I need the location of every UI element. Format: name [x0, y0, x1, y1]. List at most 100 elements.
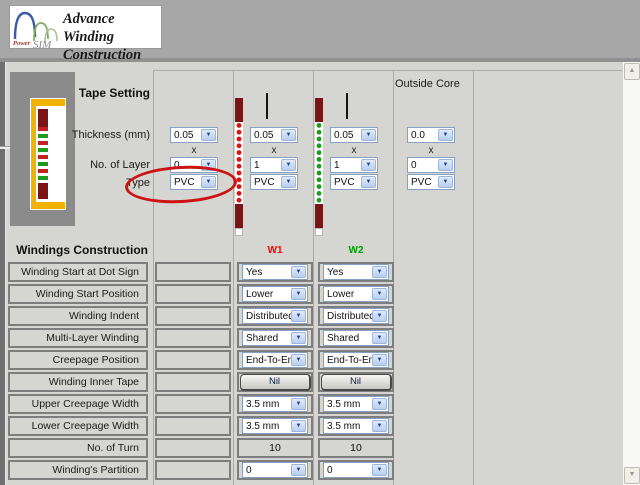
winding-partition-select-w1[interactable]: 0 ▼ [242, 462, 308, 478]
table-cell: Distributed ▼ [237, 306, 313, 326]
multiply-symbol: x [271, 145, 277, 156]
table-cell: Nil [318, 372, 394, 392]
table-cell: Yes ▼ [318, 262, 394, 282]
table-cell: 3.5 mm ▼ [237, 416, 313, 436]
bobbin-core-leg [31, 99, 36, 209]
column-divider [473, 70, 474, 485]
row-label: Winding's Partition [8, 460, 148, 480]
chevron-down-icon: ▼ [281, 176, 296, 188]
windings-construction-title: Windings Construction [16, 243, 148, 257]
table-cell: Nil [237, 372, 313, 392]
table-cell: 0 ▼ [237, 460, 313, 480]
winding-partition-select-w2[interactable]: 0 ▼ [323, 462, 389, 478]
winding-indent-select-w1[interactable]: Distributed ▼ [242, 308, 308, 324]
layers-label: No. of Layer [90, 159, 150, 171]
tape-type-select-w1[interactable]: PVC ▼ [250, 174, 298, 190]
winding-indent-select-w2[interactable]: Distributed ▼ [323, 308, 389, 324]
tape-layers-select-outside[interactable]: 0 ▼ [407, 157, 455, 173]
chevron-down-icon: ▼ [281, 129, 296, 141]
multi-layer-winding-select-w2[interactable]: Shared ▼ [323, 330, 389, 346]
spacer-column [155, 262, 231, 482]
scroll-down-icon[interactable]: ▼ [624, 467, 640, 484]
multiply-symbol: x [428, 145, 434, 156]
powersim-logo-icon: Power SIM [13, 11, 58, 49]
winding-start-dot-select-w2[interactable]: Yes ▼ [323, 264, 389, 280]
chevron-down-icon: ▼ [291, 398, 306, 410]
upper-creepage-width-select-w2[interactable]: 3.5 mm ▼ [323, 396, 389, 412]
column-divider [313, 70, 314, 485]
column-divider [153, 70, 154, 485]
scroll-up-icon[interactable]: ▲ [624, 63, 640, 80]
logo-power-text: Power [13, 40, 30, 47]
empty-cell [155, 460, 231, 480]
lower-creepage-width-select-w2[interactable]: 3.5 mm ▼ [323, 418, 389, 434]
row-label: Winding Inner Tape [8, 372, 148, 392]
chevron-down-icon: ▼ [291, 332, 306, 344]
grid-top-line [153, 70, 622, 71]
tape-thickness-select-inner[interactable]: 0.05 ▼ [170, 127, 218, 143]
row-label: Upper Creepage Width [8, 394, 148, 414]
core-center-line [0, 146, 11, 149]
chevron-down-icon: ▼ [438, 176, 453, 188]
tape-thickness-select-outside[interactable]: 0.0 ▼ [407, 127, 455, 143]
column-divider [233, 70, 234, 485]
table-cell: Distributed ▼ [318, 306, 394, 326]
type-label: Type [126, 177, 150, 189]
chevron-down-icon: ▼ [361, 176, 376, 188]
w1-winding-strip [235, 98, 243, 236]
chevron-down-icon: ▼ [438, 159, 453, 171]
tape-thickness-select-w2[interactable]: 0.05 ▼ [330, 127, 378, 143]
tape-thickness-select-w1[interactable]: 0.05 ▼ [250, 127, 298, 143]
bobbin-flange-bottom [31, 202, 65, 209]
tape-layers-select-inner[interactable]: 0 ▼ [170, 157, 218, 173]
creepage-position-select-w1[interactable]: End-To-End ▼ [242, 352, 308, 368]
row-label: Winding Start at Dot Sign [8, 262, 148, 282]
row-label: Winding Start Position [8, 284, 148, 304]
tape-setting-title: Tape Setting [78, 86, 150, 100]
tape-type-select-inner[interactable]: PVC ▼ [170, 174, 218, 190]
logo-sim-text: SIM [33, 39, 52, 49]
multiply-symbol: x [351, 145, 357, 156]
outside-core-label: Outside Core [395, 78, 460, 90]
table-cell: Shared ▼ [318, 328, 394, 348]
empty-cell [155, 306, 231, 326]
chevron-down-icon: ▼ [372, 464, 387, 476]
winding-inner-tape-button-w1[interactable]: Nil [239, 373, 311, 391]
winding-inner-tape-button-w2[interactable]: Nil [320, 373, 392, 391]
tape-layers-select-w1[interactable]: 1 ▼ [250, 157, 298, 173]
table-cell: Lower ▼ [318, 284, 394, 304]
table-cell: End-To-End ▼ [318, 350, 394, 370]
vertical-scrollbar[interactable]: ▲ ▼ [622, 62, 640, 485]
winding-start-dot-select-w1[interactable]: Yes ▼ [242, 264, 308, 280]
tape-type-select-outside[interactable]: PVC ▼ [407, 174, 455, 190]
lower-creepage-width-select-w1[interactable]: 3.5 mm ▼ [242, 418, 308, 434]
page-title: Advance Winding Construction [63, 11, 142, 63]
tape-type-select-w2[interactable]: PVC ▼ [330, 174, 378, 190]
bobbin-window [30, 98, 66, 210]
empty-cell [155, 438, 231, 458]
empty-cell [155, 284, 231, 304]
winding-start-position-select-w1[interactable]: Lower ▼ [242, 286, 308, 302]
tape-layers-select-w2[interactable]: 1 ▼ [330, 157, 378, 173]
turns-value-w2: 10 [350, 442, 362, 454]
winding-start-position-select-w2[interactable]: Lower ▼ [323, 286, 389, 302]
chevron-down-icon: ▼ [438, 129, 453, 141]
chevron-down-icon: ▼ [372, 398, 387, 410]
row-label: Multi-Layer Winding [8, 328, 148, 348]
left-border [0, 62, 5, 485]
upper-creepage-width-select-w1[interactable]: 3.5 mm ▼ [242, 396, 308, 412]
multiply-symbol: x [191, 145, 197, 156]
multi-layer-winding-select-w1[interactable]: Shared ▼ [242, 330, 308, 346]
chevron-down-icon: ▼ [291, 354, 306, 366]
creepage-position-select-w2[interactable]: End-To-End ▼ [323, 352, 389, 368]
chevron-down-icon: ▼ [372, 288, 387, 300]
chevron-down-icon: ▼ [291, 310, 306, 322]
table-cell: Yes ▼ [237, 262, 313, 282]
empty-cell [155, 394, 231, 414]
logo-box: Power SIM Advance Winding Construction [9, 5, 162, 63]
chevron-down-icon: ▼ [372, 420, 387, 432]
left-border-highlight [5, 62, 7, 485]
w1-column-header: W1 [267, 245, 283, 256]
chevron-down-icon: ▼ [201, 176, 216, 188]
